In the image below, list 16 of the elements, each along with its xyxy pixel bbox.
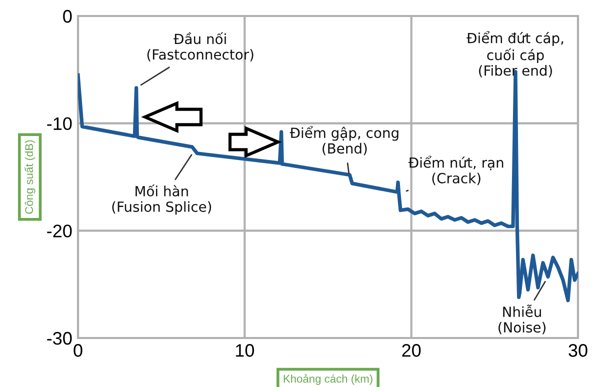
y-tick-label: -30 (47, 332, 72, 345)
annotation: Nhiễu (Noise) (498, 304, 546, 334)
y-tick-label: 0 (63, 10, 72, 23)
annotation: Điểm đứt cáp, cuối cáp (Fiber end) (466, 31, 564, 78)
x-tick-label: 20 (402, 344, 421, 357)
annotation: Điểm nứt, rạn (Crack) (408, 156, 504, 186)
annotation: Mối hàn (Fusion Splice) (112, 184, 212, 215)
y-axis-title: Công suất (dB) (24, 140, 36, 214)
x-tick-label: 30 (568, 344, 588, 357)
x-axis-title: Khoảng cách (km) (284, 374, 372, 385)
x-tick-label: 0 (74, 344, 82, 357)
annotation: Đầu nối (Fastconnector) (147, 32, 254, 62)
y-tick-label: -10 (47, 117, 72, 130)
y-tick-label: -20 (47, 224, 72, 238)
annotation: Điểm gập, cong (Bend) (290, 126, 398, 156)
x-tick-label: 10 (236, 344, 254, 357)
